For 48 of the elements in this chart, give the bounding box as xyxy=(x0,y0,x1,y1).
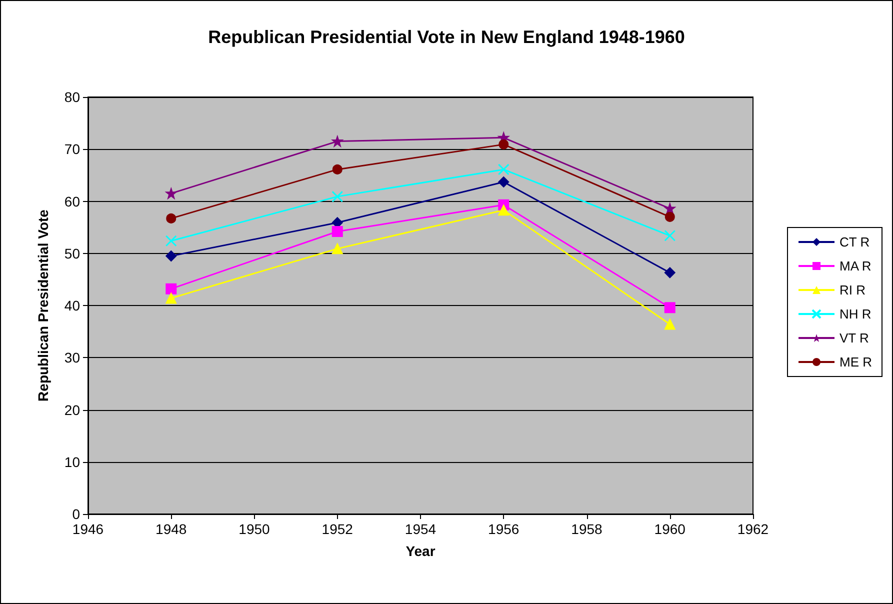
y-tick-label: 70 xyxy=(64,141,80,158)
y-axis-title: Republican Presidential Vote xyxy=(35,209,51,402)
point xyxy=(664,230,676,242)
y-tick-label: 10 xyxy=(64,454,80,470)
y-tick-label: 30 xyxy=(64,350,80,366)
point xyxy=(498,139,509,150)
x-tick-label: 1958 xyxy=(571,521,603,537)
legend-label: MA R xyxy=(840,258,872,274)
y-tick-label: 50 xyxy=(64,245,80,262)
legend-label: NH R xyxy=(840,306,872,322)
x-tick-label: 1956 xyxy=(488,521,520,537)
legend-label: ME R xyxy=(840,354,872,370)
y-tick-label: 40 xyxy=(64,298,80,314)
x-tick-label: 1952 xyxy=(322,521,354,537)
point xyxy=(498,176,510,188)
point xyxy=(332,226,343,237)
x-tick-label: 1946 xyxy=(72,521,104,537)
x-tick-label: 1948 xyxy=(156,521,187,537)
chart-title: Republican Presidential Vote in New England 1948-1960 xyxy=(208,27,685,47)
point xyxy=(332,136,343,147)
point xyxy=(498,164,510,176)
legend-label: CT R xyxy=(840,234,870,250)
point xyxy=(166,292,177,304)
y-tick-label: 20 xyxy=(64,402,80,418)
y-tick-label: 80 xyxy=(64,89,80,105)
point xyxy=(165,235,177,247)
x-tick-label: 1954 xyxy=(404,521,436,537)
point xyxy=(166,283,177,294)
point xyxy=(166,250,177,262)
y-tick-label: 60 xyxy=(64,193,80,210)
y-tick-label: 0 xyxy=(72,506,80,522)
legend-label: RI R xyxy=(840,282,866,298)
point xyxy=(664,267,676,278)
point xyxy=(332,243,343,254)
point xyxy=(332,164,342,174)
point xyxy=(166,188,177,199)
point xyxy=(166,213,176,224)
x-tick-label: 1962 xyxy=(737,521,769,537)
point xyxy=(664,318,676,330)
legend-label: VT R xyxy=(840,330,869,346)
point xyxy=(664,302,676,314)
x-tick-label: 1950 xyxy=(238,521,270,537)
point xyxy=(498,204,510,216)
x-axis-title: Year xyxy=(406,543,436,559)
point xyxy=(664,212,675,222)
point xyxy=(332,190,344,202)
point xyxy=(664,203,676,214)
x-tick-label: 1960 xyxy=(654,521,686,537)
